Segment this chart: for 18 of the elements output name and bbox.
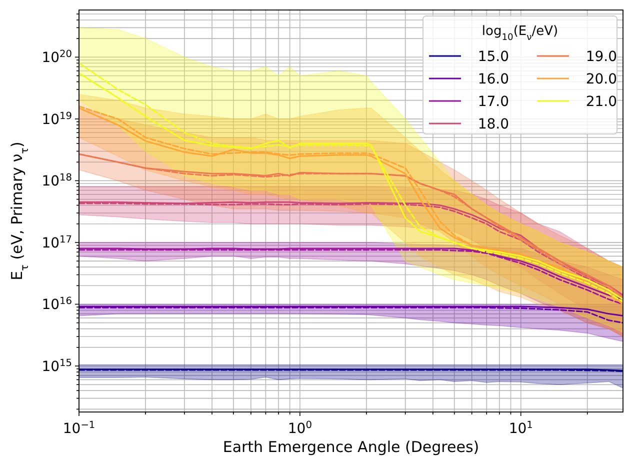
legend-label: 16.0	[478, 72, 509, 88]
legend-title: log$_{10}$(E$_{ν}$/eV)	[482, 24, 558, 43]
x-tick-label: 10$^{−1}$	[62, 420, 96, 437]
legend-label: 17.0	[478, 94, 509, 110]
x-axis-title: Earth Emergence Angle (Degrees)	[222, 438, 480, 456]
y-tick-label: 10$^{16}$	[42, 296, 72, 314]
y-tick-label: 10$^{19}$	[42, 110, 72, 128]
legend-label: 18.0	[478, 116, 509, 132]
y-tick-label: 10$^{15}$	[42, 358, 72, 375]
y-tick-label: 10$^{20}$	[42, 48, 72, 66]
legend-label: 21.0	[586, 94, 617, 110]
y-tick-label: 10$^{18}$	[42, 172, 72, 190]
legend-label: 20.0	[586, 72, 617, 88]
legend-label: 19.0	[586, 49, 617, 65]
x-tick-label: 10$^{1}$	[508, 420, 533, 437]
x-tick-label: 10$^{0}$	[288, 420, 312, 437]
legend-label: 15.0	[478, 49, 509, 65]
y-tick-label: 10$^{17}$	[42, 234, 72, 252]
